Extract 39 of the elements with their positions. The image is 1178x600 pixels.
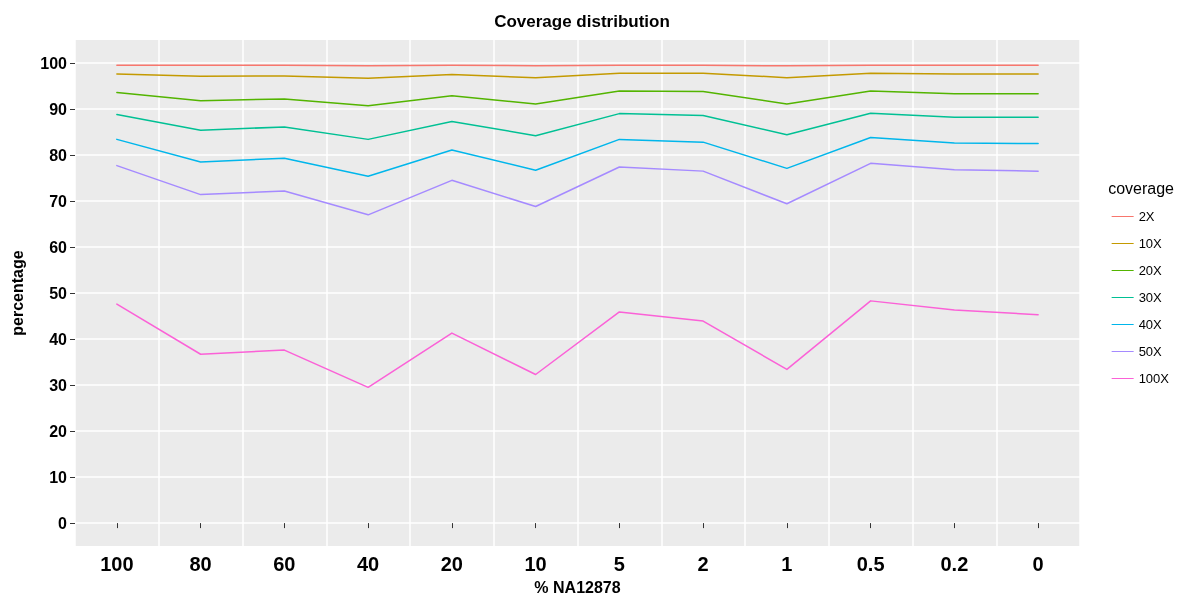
x-axis-title: % NA12878: [534, 578, 621, 596]
legend-label: 40X: [1138, 317, 1163, 332]
x-tick-label: 20: [440, 553, 463, 576]
x-tick-label: 2: [697, 553, 709, 576]
line-series: [116, 112, 1039, 141]
x-tick-label: 60: [273, 553, 296, 576]
y-tick-label: 60: [49, 238, 68, 256]
y-tick-label: 50: [49, 284, 68, 302]
x-tick-label: 40: [357, 553, 380, 576]
line-series: [116, 90, 1039, 107]
y-tick-label: 30: [49, 376, 68, 394]
y-tick-label: 10: [49, 468, 68, 486]
legend-label: 30X: [1138, 290, 1163, 305]
y-tick-label: 40: [49, 330, 68, 348]
legend-label: 2X: [1138, 209, 1155, 224]
x-tick-label: 10: [524, 553, 547, 576]
legend-title: coverage: [1108, 179, 1175, 197]
x-tick-label: 100: [100, 553, 134, 576]
y-tick-label: 100: [40, 54, 68, 72]
y-tick-label: 20: [49, 422, 68, 440]
x-tick-label: 5: [613, 553, 625, 576]
y-tick-label: 0: [58, 514, 68, 532]
y-axis-title: percentage: [8, 250, 26, 336]
line-series: [116, 136, 1039, 177]
legend-label: 10X: [1138, 236, 1163, 251]
legend-label: 50X: [1138, 344, 1163, 359]
chart-title: Coverage distribution: [494, 12, 670, 31]
x-tick-label: 0.2: [940, 553, 969, 576]
x-tick-label: 1: [781, 553, 793, 576]
line-series: [116, 162, 1039, 216]
y-tick-label: 90: [49, 100, 68, 118]
x-tick-label: 80: [189, 553, 212, 576]
x-tick-label: 0: [1032, 553, 1044, 576]
legend-label: 100X: [1138, 371, 1170, 386]
line-series: [116, 300, 1039, 389]
y-tick-label: 70: [49, 192, 68, 210]
y-tick-label: 80: [49, 146, 68, 164]
x-tick-label: 0.5: [856, 553, 885, 576]
legend-label: 20X: [1138, 263, 1163, 278]
